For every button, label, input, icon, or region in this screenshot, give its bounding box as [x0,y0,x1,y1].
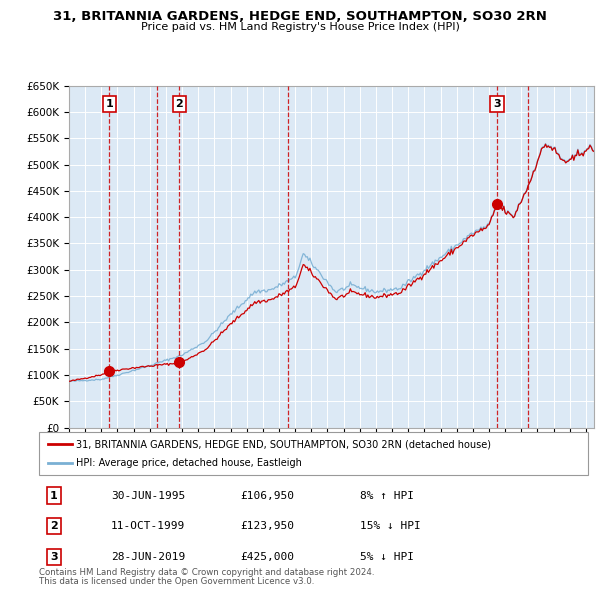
Text: 8% ↑ HPI: 8% ↑ HPI [360,491,414,500]
Text: 1: 1 [50,491,58,500]
Text: This data is licensed under the Open Government Licence v3.0.: This data is licensed under the Open Gov… [39,578,314,586]
Text: 31, BRITANNIA GARDENS, HEDGE END, SOUTHAMPTON, SO30 2RN (detached house): 31, BRITANNIA GARDENS, HEDGE END, SOUTHA… [76,440,491,450]
Text: 11-OCT-1999: 11-OCT-1999 [111,522,185,531]
Text: HPI: Average price, detached house, Eastleigh: HPI: Average price, detached house, East… [76,458,302,468]
Text: 2: 2 [50,522,58,531]
Text: 28-JUN-2019: 28-JUN-2019 [111,552,185,562]
Text: Price paid vs. HM Land Registry's House Price Index (HPI): Price paid vs. HM Land Registry's House … [140,22,460,32]
Text: 30-JUN-1995: 30-JUN-1995 [111,491,185,500]
Text: £123,950: £123,950 [240,522,294,531]
Text: 1: 1 [106,99,113,109]
Text: 2: 2 [175,99,183,109]
Text: £106,950: £106,950 [240,491,294,500]
Text: £425,000: £425,000 [240,552,294,562]
Text: 5% ↓ HPI: 5% ↓ HPI [360,552,414,562]
Text: 3: 3 [493,99,501,109]
Text: Contains HM Land Registry data © Crown copyright and database right 2024.: Contains HM Land Registry data © Crown c… [39,568,374,577]
Text: 15% ↓ HPI: 15% ↓ HPI [360,522,421,531]
Text: 31, BRITANNIA GARDENS, HEDGE END, SOUTHAMPTON, SO30 2RN: 31, BRITANNIA GARDENS, HEDGE END, SOUTHA… [53,10,547,23]
Text: 3: 3 [50,552,58,562]
